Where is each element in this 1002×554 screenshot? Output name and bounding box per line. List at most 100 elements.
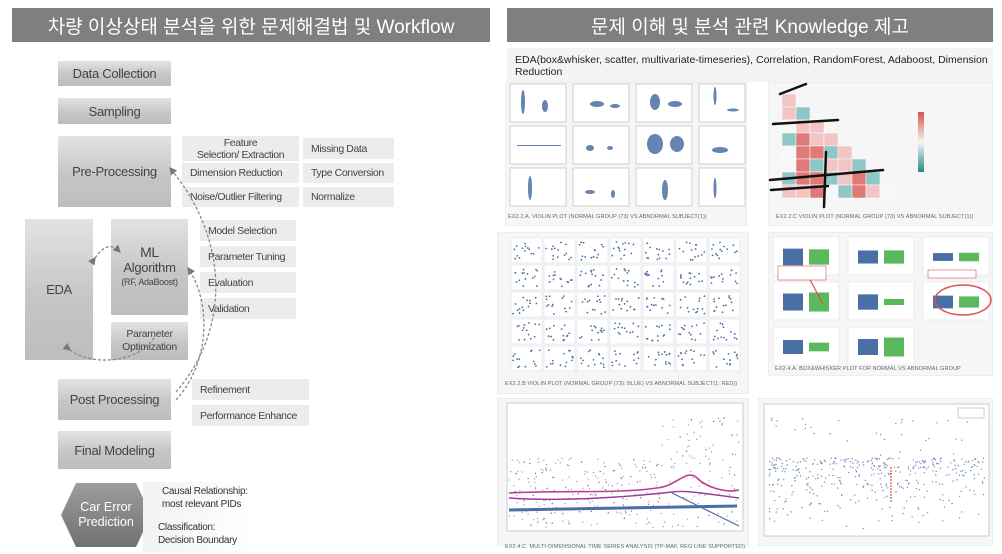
ts-point — [535, 476, 537, 478]
heat-cell — [851, 184, 867, 199]
series-point — [965, 486, 967, 488]
series-point — [775, 457, 778, 459]
scatter-point — [736, 357, 739, 360]
series-point — [879, 454, 882, 456]
scatter-point — [647, 356, 650, 358]
series-point — [871, 484, 873, 487]
series-point — [888, 473, 890, 476]
scatter-point — [627, 269, 630, 272]
scatter-cell — [543, 237, 576, 264]
ts-point — [630, 475, 632, 478]
ts-point — [537, 458, 539, 460]
ts-point — [543, 517, 545, 520]
scatter-point — [734, 280, 737, 283]
scatter-point — [600, 329, 603, 332]
series-point — [780, 459, 782, 461]
series-point — [917, 482, 919, 484]
scatter-point — [514, 257, 517, 260]
caption-corr: EX2.2.C VIOLIN PLOT (NORMAL GROUP (73) V… — [776, 214, 974, 220]
series-point — [879, 465, 881, 467]
scatter-point — [629, 331, 632, 334]
ts-point — [537, 461, 540, 463]
series-point — [862, 486, 864, 488]
scatter-point — [657, 353, 660, 356]
series-point — [776, 483, 779, 485]
series-point — [768, 484, 771, 486]
scatter-point — [718, 257, 721, 260]
series-point — [885, 463, 887, 466]
series-point — [908, 482, 910, 484]
scatter-point — [630, 252, 633, 255]
series-point — [845, 525, 848, 528]
heat-cell — [809, 158, 825, 173]
ts-point — [679, 436, 681, 438]
ts-point — [613, 502, 615, 504]
scatter-point — [560, 241, 562, 244]
series-point — [909, 473, 911, 476]
scatter-point — [547, 335, 550, 338]
scatter-cell — [642, 291, 675, 318]
series-point — [806, 489, 808, 491]
scatter-point — [551, 359, 554, 362]
scatter-point — [592, 269, 595, 271]
ts-point — [650, 477, 653, 479]
scatter-point — [685, 350, 688, 352]
series-point — [923, 461, 925, 464]
series-point — [945, 474, 948, 476]
scatter-point — [735, 355, 738, 357]
scatter-cell — [510, 345, 543, 372]
series-point — [936, 422, 938, 424]
scatter-point — [603, 295, 606, 297]
scatter-point — [680, 352, 683, 355]
series-point — [895, 470, 897, 472]
scatter-point — [662, 335, 665, 337]
series-point — [884, 496, 886, 498]
series-point — [885, 466, 887, 469]
step-pre-processing: Pre-Processing — [58, 136, 171, 207]
scatter-point — [661, 353, 663, 356]
series-point — [942, 499, 944, 502]
ts-point — [718, 521, 720, 523]
ts-point — [643, 459, 645, 462]
series-point — [955, 438, 957, 440]
scatter-point — [524, 278, 527, 280]
scatter-point — [736, 282, 738, 285]
series-point — [868, 483, 870, 485]
ts-point — [685, 462, 688, 464]
scatter-point — [625, 330, 628, 333]
scatter-point — [701, 308, 704, 310]
ts-point — [676, 451, 678, 453]
scatter-point — [528, 299, 531, 302]
scatter-point — [512, 312, 515, 315]
scatter-point — [584, 272, 587, 275]
ts-point — [696, 525, 699, 528]
step-final-modeling: Final Modeling — [58, 431, 171, 469]
series-point — [939, 460, 942, 463]
series-point — [819, 503, 821, 505]
scatter-point — [626, 309, 628, 312]
scatter-point — [713, 335, 716, 338]
scatter-cell — [510, 237, 543, 264]
ts-point — [661, 444, 663, 446]
scatter-point — [560, 328, 563, 331]
series-abnormal-point — [890, 488, 892, 490]
ts-point — [698, 462, 701, 465]
scatter-point — [593, 249, 596, 252]
series-point — [843, 465, 845, 467]
scatter-point — [694, 256, 697, 258]
series-point — [809, 491, 811, 494]
scatter-point — [579, 357, 582, 360]
series-point — [939, 483, 941, 485]
ts-point — [602, 473, 605, 475]
scatter-point — [545, 328, 548, 331]
scatter-point — [664, 363, 667, 365]
series-point — [832, 468, 834, 471]
series-point — [768, 511, 771, 513]
ts-point — [562, 479, 564, 481]
ts-point — [647, 503, 650, 505]
violin-plot-grid — [509, 83, 746, 207]
scatter-point — [602, 274, 604, 277]
scatter-point — [733, 333, 736, 335]
scatter-point — [658, 257, 661, 260]
scatter-point — [554, 274, 556, 276]
